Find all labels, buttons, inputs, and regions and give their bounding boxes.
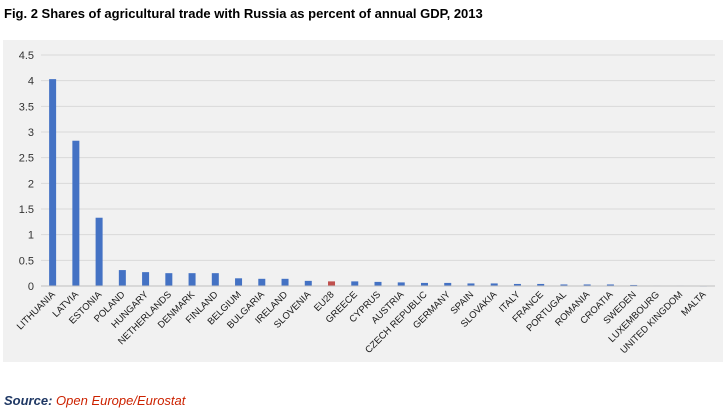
y-axis-ticks: 0 0.5 1 1.5 2 2.5 3 3.5 4 4.5 — [19, 50, 34, 293]
source-text: Open Europe/Eurostat — [56, 393, 186, 408]
bar-cyprus — [374, 281, 382, 286]
y-tick-label: 0 — [28, 281, 34, 293]
bar-hungary — [142, 272, 150, 286]
bar-belgium — [235, 278, 243, 286]
y-tick-label: 2.5 — [19, 153, 34, 165]
y-tick-label: 3.5 — [19, 101, 34, 113]
figure-title: Fig. 2 Shares of agricultural trade with… — [4, 6, 483, 21]
bar-slovenia — [304, 280, 312, 286]
bar-netherlands — [165, 273, 173, 286]
bar-croatia — [606, 284, 614, 286]
bar-germany — [444, 282, 452, 286]
source-label: Source: — [4, 393, 53, 408]
bar-latvia — [72, 140, 80, 286]
y-tick-label: 4.5 — [19, 50, 34, 62]
bar-eu28 — [328, 281, 336, 286]
y-tick-label: 1.5 — [19, 204, 34, 216]
bar-chart: 0 0.5 1 1.5 2 2.5 3 3.5 4 4.5 LITHUANIALATVIAESTO… — [15, 50, 715, 356]
bar-romania — [583, 284, 591, 286]
bar-spain — [467, 283, 475, 286]
bar-lithuania — [49, 79, 57, 286]
source-line: Source: Open Europe/Eurostat — [4, 393, 185, 408]
y-tick-label: 3 — [28, 127, 34, 139]
y-tick-label: 4 — [28, 76, 34, 88]
y-tick-label: 2 — [28, 178, 34, 190]
bar-estonia — [95, 217, 103, 286]
bar-greece — [351, 281, 359, 286]
bar-portugal — [560, 284, 568, 286]
bar-denmark — [188, 273, 196, 286]
bar-france — [537, 283, 545, 286]
bar-czech-republic — [420, 282, 428, 286]
bar-slovakia — [490, 283, 498, 286]
y-tick-label: 1 — [28, 230, 34, 242]
y-tick-label: 0.5 — [19, 255, 34, 267]
bar-poland — [118, 270, 126, 286]
chart-panel: 0 0.5 1 1.5 2 2.5 3 3.5 4 4.5 LITHUANIA LATVIA ESTO… — [3, 40, 723, 362]
gridlines — [41, 54, 715, 261]
bars — [49, 79, 707, 287]
x-tick-label: MALTA — [679, 289, 709, 319]
bar-ireland — [281, 278, 289, 286]
bar-finland — [211, 273, 219, 286]
bar-austria — [397, 282, 405, 286]
bar-sweden — [630, 284, 638, 286]
bar-bulgaria — [258, 278, 266, 286]
bar-italy — [513, 283, 521, 286]
x-axis-labels: LITHUANIALATVIAESTONIAPOLANDHUNGARYNETHE… — [15, 289, 709, 356]
